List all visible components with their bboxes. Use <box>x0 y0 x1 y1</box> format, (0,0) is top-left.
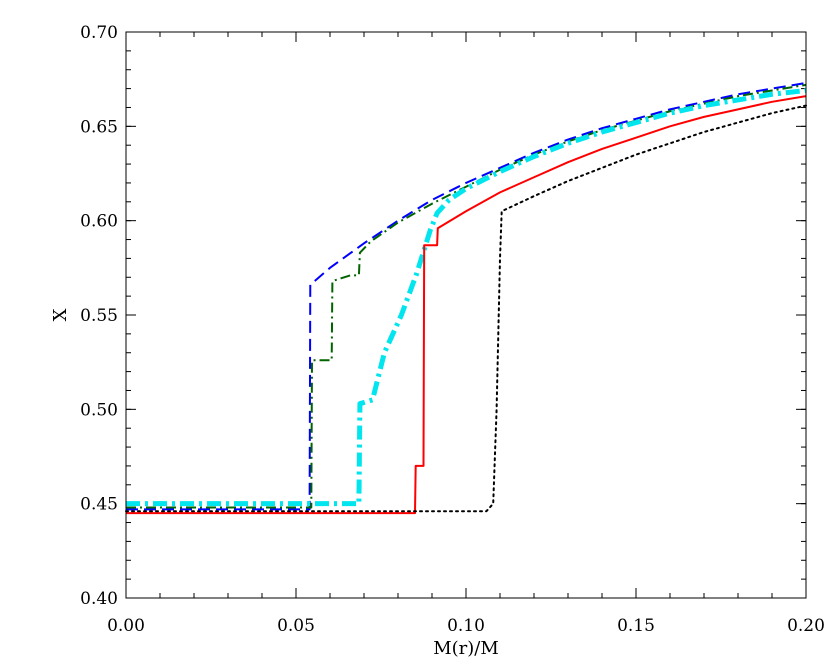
series-line-1 <box>126 81 807 511</box>
series-line-5 <box>125 104 807 513</box>
y-tick-label: 0.65 <box>80 117 118 137</box>
y-tick-labels: 0.40 0.45 0.50 0.55 0.60 0.65 0.70 <box>80 23 118 609</box>
y-tick-label: 0.60 <box>80 212 118 232</box>
y-tick-label: 0.55 <box>80 306 118 326</box>
x-tick-labels: 0.00 0.05 0.10 0.15 0.20 <box>107 616 825 636</box>
data-series <box>125 81 807 515</box>
y-tick-label: 0.40 <box>80 589 118 609</box>
x-tick-label: 0.00 <box>107 616 145 636</box>
x-tick-label: 0.15 <box>617 616 655 636</box>
y-tick-label: 0.70 <box>80 23 118 43</box>
series-line-2 <box>126 83 807 509</box>
series-line-3 <box>126 88 807 507</box>
y-tick-label: 0.50 <box>80 400 118 420</box>
y-tick-label: 0.45 <box>80 495 118 515</box>
x-tick-label: 0.05 <box>277 616 315 636</box>
series-line-4 <box>126 95 807 515</box>
x-tick-label: 0.20 <box>787 616 825 636</box>
y-axis-label: X <box>50 308 71 321</box>
plot-frame <box>125 31 807 599</box>
x-tick-label: 0.10 <box>447 616 485 636</box>
x-axis-label: M(r)/M <box>433 638 499 659</box>
